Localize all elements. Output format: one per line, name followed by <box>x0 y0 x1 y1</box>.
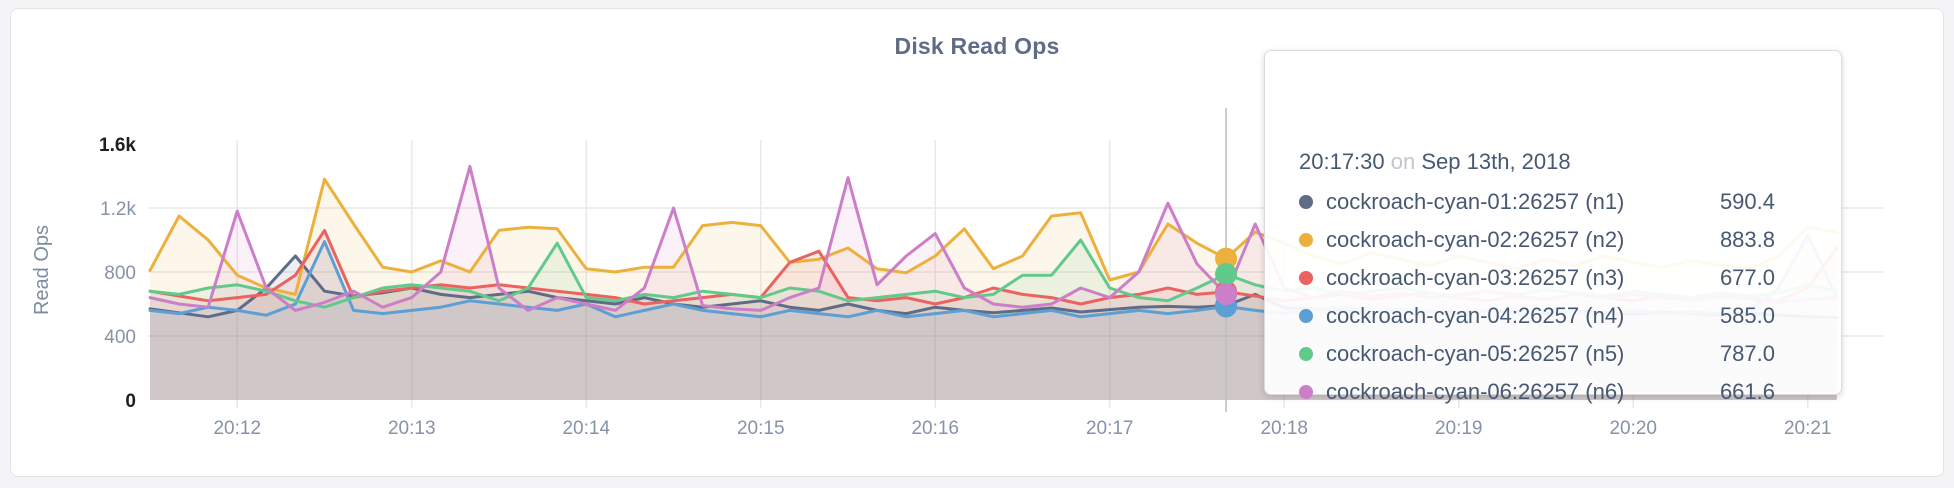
y-tick-label: 0 <box>125 391 136 412</box>
x-tick-label: 20:20 <box>1609 418 1657 439</box>
tooltip-series-value: 677.0 <box>1719 265 1775 290</box>
hover-dot-n2 <box>1215 247 1238 270</box>
x-tick-label: 20:14 <box>562 418 610 439</box>
tooltip-row: cockroach-cyan-04:26257 (n4) 585.0 <box>1265 297 1841 335</box>
axis-labels: 1.6k 1.2k 800 400 0 20:12 20:13 20:14 20:15 20:16… <box>31 135 1832 439</box>
hover-dot-n6 <box>1215 283 1238 306</box>
y-tick-label: 1.2k <box>100 199 136 220</box>
tooltip-series-value: 590.4 <box>1719 189 1775 214</box>
hover-dot-n5 <box>1215 263 1238 286</box>
y-tick-label: 400 <box>104 327 136 348</box>
tooltip-row: cockroach-cyan-03:26257 (n3) 677.0 <box>1265 259 1841 297</box>
tooltip-series-value: 585.0 <box>1719 303 1775 328</box>
y-tick-label: 1.6k <box>99 135 136 156</box>
tooltip-series-label: cockroach-cyan-01:26257 (n1) <box>1326 189 1625 214</box>
tooltip-row: cockroach-cyan-05:26257 (n5) 787.0 <box>1265 335 1841 373</box>
x-tick-label: 20:18 <box>1260 418 1308 439</box>
x-tick-label: 20:16 <box>911 418 959 439</box>
tooltip-date: Sep 13th, 2018 <box>1421 149 1571 174</box>
x-tick-label: 20:17 <box>1086 418 1134 439</box>
hover-tooltip: 20:17:30 on Sep 13th, 2018 cockroach-cya… <box>1264 50 1842 404</box>
x-tick-label: 20:13 <box>388 418 436 439</box>
series-color-dot <box>1299 271 1313 285</box>
chart-title: Disk Read Ops <box>894 33 1060 59</box>
x-tick-label: 20:12 <box>213 418 261 439</box>
y-axis-title: Read Ops <box>31 225 53 315</box>
tooltip-time: 20:17:30 <box>1299 149 1385 174</box>
tooltip-series-label: cockroach-cyan-03:26257 (n3) <box>1326 265 1625 290</box>
tooltip-series-label: cockroach-cyan-04:26257 (n4) <box>1326 303 1625 328</box>
series-color-dot <box>1299 233 1313 247</box>
series-color-dot <box>1299 385 1313 399</box>
tooltip-preposition: on <box>1390 149 1416 174</box>
y-tick-label: 800 <box>104 263 136 284</box>
tooltip-row: cockroach-cyan-02:26257 (n2) 883.8 <box>1265 221 1841 259</box>
tooltip-series-value: 883.8 <box>1719 227 1775 252</box>
tooltip-timestamp: 20:17:30 on Sep 13th, 2018 <box>1299 149 1571 175</box>
tooltip-series-label: cockroach-cyan-02:26257 (n2) <box>1326 227 1625 252</box>
tooltip-series-value: 787.0 <box>1719 341 1775 366</box>
x-tick-label: 20:21 <box>1784 418 1832 439</box>
tooltip-row: cockroach-cyan-01:26257 (n1) 590.4 <box>1265 183 1841 221</box>
tooltip-series-value: 661.6 <box>1719 379 1775 404</box>
series-color-dot <box>1299 347 1313 361</box>
x-tick-label: 20:19 <box>1435 418 1483 439</box>
x-tick-label: 20:15 <box>737 418 785 439</box>
tooltip-series-label: cockroach-cyan-05:26257 (n5) <box>1326 341 1625 366</box>
tooltip-rows: cockroach-cyan-01:26257 (n1) 590.4 cockroa… <box>1265 183 1841 411</box>
hover-layer <box>1215 108 1238 412</box>
tooltip-series-label: cockroach-cyan-06:26257 (n6) <box>1326 379 1625 404</box>
series-color-dot <box>1299 195 1313 209</box>
series-color-dot <box>1299 309 1313 323</box>
tooltip-row: cockroach-cyan-06:26257 (n6) 661.6 <box>1265 373 1841 411</box>
